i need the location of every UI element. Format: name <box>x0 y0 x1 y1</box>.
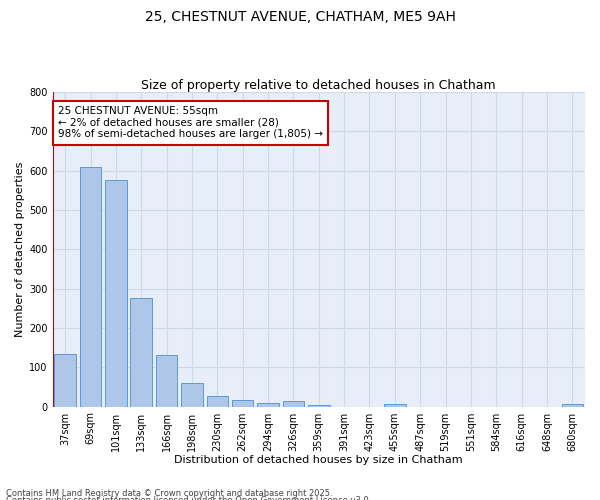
Bar <box>181 383 203 406</box>
Bar <box>206 396 228 406</box>
Title: Size of property relative to detached houses in Chatham: Size of property relative to detached ho… <box>142 79 496 92</box>
Bar <box>55 354 76 406</box>
Bar <box>80 166 101 406</box>
Bar <box>384 404 406 406</box>
Bar <box>562 404 583 406</box>
Text: 25 CHESTNUT AVENUE: 55sqm
← 2% of detached houses are smaller (28)
98% of semi-d: 25 CHESTNUT AVENUE: 55sqm ← 2% of detach… <box>58 106 323 140</box>
Bar <box>257 402 279 406</box>
Bar <box>308 404 329 406</box>
Text: Contains public sector information licensed under the Open Government Licence v3: Contains public sector information licen… <box>6 496 371 500</box>
Bar <box>105 180 127 406</box>
Bar <box>156 356 178 406</box>
Y-axis label: Number of detached properties: Number of detached properties <box>15 162 25 337</box>
Bar <box>130 298 152 406</box>
Bar <box>283 402 304 406</box>
Text: 25, CHESTNUT AVENUE, CHATHAM, ME5 9AH: 25, CHESTNUT AVENUE, CHATHAM, ME5 9AH <box>145 10 455 24</box>
X-axis label: Distribution of detached houses by size in Chatham: Distribution of detached houses by size … <box>175 455 463 465</box>
Text: Contains HM Land Registry data © Crown copyright and database right 2025.: Contains HM Land Registry data © Crown c… <box>6 488 332 498</box>
Bar <box>232 400 253 406</box>
